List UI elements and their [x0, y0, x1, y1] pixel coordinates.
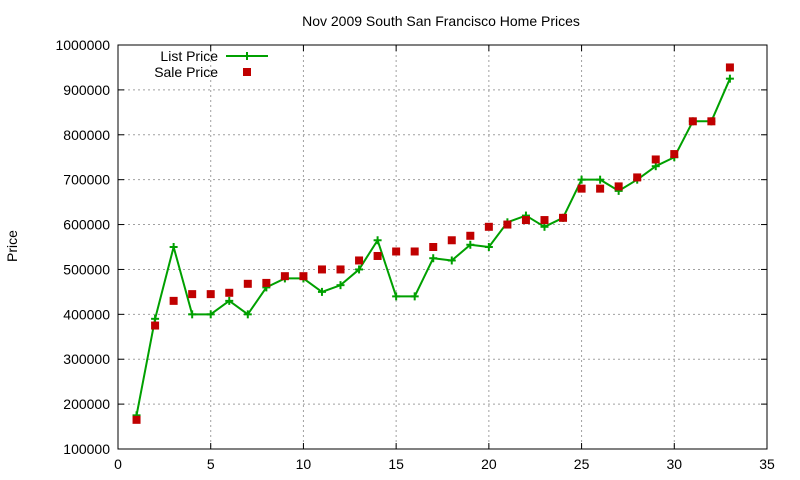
list-price-point: [151, 314, 160, 323]
y-tick-label: 800000: [63, 127, 110, 143]
x-tick-label: 15: [388, 456, 404, 472]
list-price-point: [392, 292, 401, 301]
legend-plus-marker: [243, 52, 251, 60]
list-price-point: [429, 254, 438, 263]
list-price-point: [169, 243, 178, 251]
y-tick-label: 600000: [63, 217, 110, 233]
y-axis-label: Price: [4, 230, 20, 262]
sale-price-point: [670, 150, 679, 159]
sale-price-point: [447, 236, 456, 245]
sale-price-point: [225, 288, 234, 297]
list-price-point: [651, 162, 660, 171]
list-price-point: [410, 292, 419, 301]
list-price-point: [484, 243, 493, 251]
list-price-point: [243, 310, 252, 319]
list-price-point: [725, 74, 734, 83]
sale-price-point: [299, 272, 308, 281]
sale-price-point: [688, 117, 697, 126]
sale-price-point: [151, 321, 160, 330]
list-price-point: [206, 310, 215, 319]
list-price-point: [317, 287, 326, 296]
sale-price-point: [317, 265, 326, 274]
y-tick-label: 900000: [63, 82, 110, 98]
sale-price-point: [484, 222, 493, 231]
sale-price-point: [169, 296, 178, 305]
sale-price-point: [577, 184, 586, 193]
x-axis: 0 5 10 15 20 25 30 35: [114, 45, 775, 472]
legend-label: Sale Price: [154, 64, 218, 80]
series-sale-price: [132, 63, 734, 424]
sale-price-point: [280, 272, 289, 281]
legend-item: Sale Price: [154, 64, 251, 80]
sale-price-point: [243, 279, 252, 288]
sale-price-point: [559, 213, 568, 222]
sale-price-point: [466, 231, 475, 240]
sale-price-point: [132, 415, 141, 424]
sale-price-point: [206, 290, 215, 299]
sale-price-point: [392, 247, 401, 256]
list-price-point: [466, 240, 475, 249]
list-price-point: [540, 222, 549, 231]
y-tick-label: 200000: [63, 396, 110, 412]
x-tick-label: 0: [114, 456, 122, 472]
x-tick-label: 35: [759, 456, 775, 472]
y-tick-label: 300000: [63, 351, 110, 367]
sale-price-point: [503, 220, 512, 229]
series: [132, 63, 734, 424]
sale-price-point: [262, 278, 271, 287]
x-tick-label: 20: [481, 456, 497, 472]
y-tick-label: 1000000: [55, 37, 110, 53]
x-tick-label: 10: [296, 456, 312, 472]
x-tick-label: 30: [666, 456, 682, 472]
sale-price-point: [725, 63, 734, 72]
list-price-point: [577, 175, 586, 184]
sale-price-point: [614, 182, 623, 191]
plot-frame: [117, 44, 768, 450]
sale-price-point: [373, 251, 382, 260]
list-price-point: [336, 281, 345, 290]
legend-item: List Price: [160, 48, 268, 64]
sale-price-point: [633, 173, 642, 182]
y-tick-label: 100000: [63, 441, 110, 457]
list-price-point: [355, 265, 364, 274]
chart-title: Nov 2009 South San Francisco Home Prices: [302, 13, 580, 29]
y-tick-label: 500000: [63, 261, 110, 277]
sale-price-point: [410, 247, 419, 256]
y-tick-label: 400000: [63, 306, 110, 322]
sale-price-point: [355, 256, 364, 265]
y-tick-label: 700000: [63, 172, 110, 188]
grid: [118, 45, 767, 449]
sale-price-point: [707, 117, 716, 126]
sale-price-point: [540, 216, 549, 225]
sale-price-point: [429, 243, 438, 251]
x-tick-label: 5: [207, 456, 215, 472]
list-price-point: [447, 256, 456, 265]
y-axis: 100000 200000 300000 400000 500000 600000 7000…: [55, 37, 767, 457]
sale-price-point: [188, 290, 197, 299]
sale-price-point: [596, 184, 605, 193]
legend-label: List Price: [160, 48, 218, 64]
sale-price-point: [651, 155, 660, 164]
legend-square-marker: [243, 68, 251, 76]
sale-price-point: [336, 265, 345, 274]
sale-price-point: [521, 216, 530, 225]
list-price-point: [225, 296, 234, 305]
x-tick-label: 25: [574, 456, 590, 472]
list-price-point: [596, 175, 605, 184]
list-price-point: [373, 236, 382, 245]
list-price-point: [188, 310, 197, 319]
